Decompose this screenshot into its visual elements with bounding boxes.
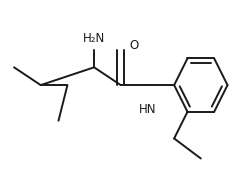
Text: H₂N: H₂N (83, 32, 105, 45)
Text: HN: HN (139, 103, 156, 116)
Text: O: O (129, 39, 139, 52)
